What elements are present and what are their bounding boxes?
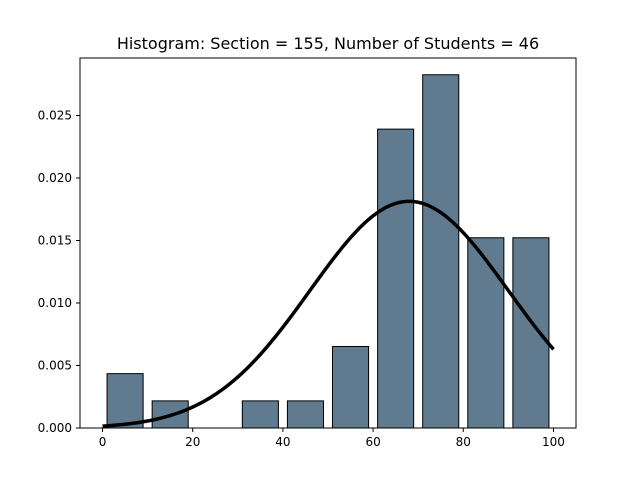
- histogram-bar-3: [241, 400, 279, 429]
- histogram-bar-4: [286, 400, 324, 429]
- histogram-bar-0: [106, 373, 144, 429]
- normal-fit-curve: [102, 199, 555, 428]
- chart-title: Histogram: Section = 155, Number of Stud…: [117, 34, 539, 53]
- bars-layer: [106, 74, 550, 429]
- histogram-bar-5: [332, 346, 370, 429]
- histogram-bar-8: [467, 237, 505, 429]
- x-tick-label: 20: [185, 435, 200, 449]
- y-tick-label: 0.005: [38, 359, 72, 373]
- x-tick-label: 0: [99, 435, 107, 449]
- y-tick-label: 0.010: [38, 296, 72, 310]
- y-tick-label: 0.025: [38, 109, 72, 123]
- x-tick-label: 80: [456, 435, 471, 449]
- curve-layer: [102, 199, 555, 428]
- histogram-bar-6: [377, 128, 415, 429]
- y-tick-label: 0.000: [38, 421, 72, 435]
- y-tick-label: 0.015: [38, 234, 72, 248]
- plot-frame: [79, 57, 577, 429]
- histogram-bar-7: [422, 74, 460, 429]
- x-tick-label: 100: [542, 435, 565, 449]
- y-tick-label: 0.020: [38, 171, 72, 185]
- x-tick-label: 40: [275, 435, 290, 449]
- histogram-bar-9: [512, 237, 550, 429]
- x-tick-label: 60: [365, 435, 380, 449]
- y-axis: 0.000 0.005 0.010 0.015 0.020 0.025: [38, 109, 80, 435]
- x-axis: 0 20 40 60 80 100: [99, 428, 565, 449]
